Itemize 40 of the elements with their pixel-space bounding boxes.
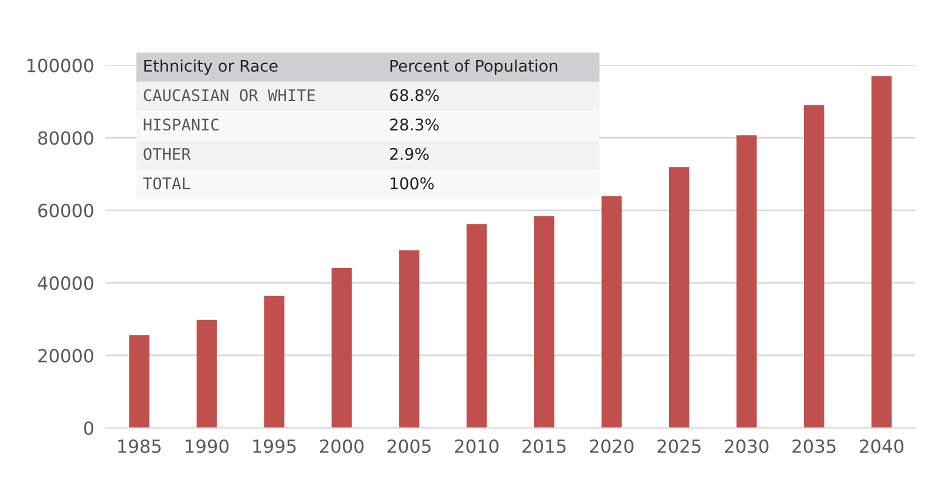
annotation: Percent of Population (390, 59, 558, 75)
bar (129, 335, 150, 428)
bar (669, 167, 690, 428)
bar (196, 320, 217, 428)
x-tick-label: 1985 (118, 439, 161, 454)
bar (804, 105, 824, 428)
bar (736, 135, 757, 428)
annotation: 28.3% (390, 118, 439, 131)
y-tick-label: 0 (84, 421, 94, 436)
bar (871, 76, 892, 428)
annotation: 100% (390, 177, 434, 190)
annotation: CAUCASIAN OR WHITE (144, 89, 315, 102)
annotation: 2.9% (390, 148, 429, 160)
bar (534, 216, 554, 428)
x-tick-label: 2035 (792, 439, 836, 454)
x-tick-label: 2005 (388, 439, 431, 454)
x-tick-label: 2025 (657, 439, 701, 454)
annotation: 68.8% (390, 89, 439, 102)
x-tick-label: 2020 (590, 439, 634, 454)
bar (332, 268, 352, 428)
x-tick-label: 2040 (860, 439, 904, 454)
x-tick-label: 1995 (253, 439, 296, 454)
annotation: TOTAL (143, 177, 190, 190)
y-tick-label: 40000 (38, 276, 94, 290)
annotation: OTHER (144, 148, 191, 160)
bar (399, 250, 420, 428)
bar (264, 296, 284, 428)
y-tick-label: 20000 (38, 348, 94, 363)
bar (602, 196, 622, 428)
bar (466, 224, 487, 428)
y-tick-label: 80000 (38, 131, 94, 145)
y-tick-label: 100000 (27, 58, 94, 72)
annotation: Ethnicity or Race (144, 59, 278, 75)
y-tick-label: 60000 (38, 204, 94, 218)
x-tick-label: 1990 (186, 439, 229, 454)
x-tick-label: 2010 (455, 439, 498, 454)
x-tick-label: 2015 (522, 439, 566, 454)
x-tick-label: 2030 (724, 439, 768, 454)
annotation: HISPANIC (144, 118, 218, 131)
x-tick-label: 2000 (320, 439, 364, 454)
